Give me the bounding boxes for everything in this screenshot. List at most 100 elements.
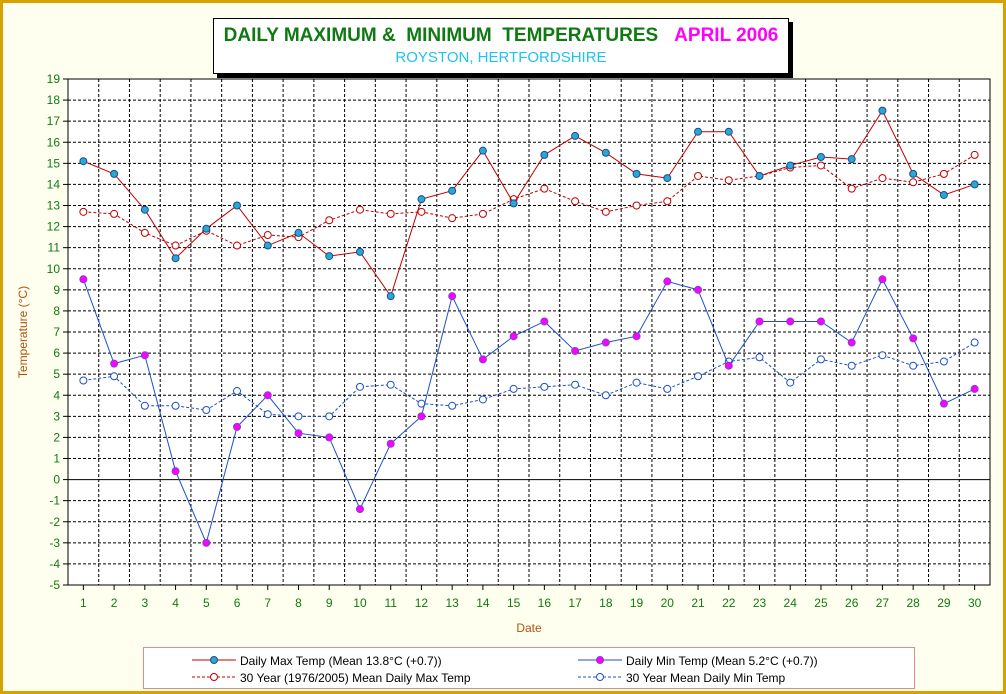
data-point	[140, 228, 149, 237]
x-tick-label: 8	[295, 596, 302, 610]
data-point	[601, 338, 610, 347]
data-point	[386, 292, 395, 301]
data-point	[263, 241, 272, 250]
y-tick-label: 9	[53, 283, 60, 297]
data-point	[448, 401, 457, 410]
data-point	[233, 241, 242, 250]
x-tick-label: 14	[476, 596, 490, 610]
x-tick-label: 1	[80, 596, 87, 610]
x-tick-label: 18	[599, 596, 613, 610]
series-2	[79, 275, 979, 547]
data-point	[386, 380, 395, 389]
chart-title: DAILY MAXIMUM & MINIMUM TEMPERATURES	[223, 25, 659, 46]
y-tick-label: 8	[53, 304, 60, 318]
data-point	[509, 332, 518, 341]
data-point	[816, 161, 825, 170]
data-point	[509, 384, 518, 393]
data-point	[171, 467, 180, 476]
data-point	[847, 184, 856, 193]
x-axis-ticks: 1 2 3 4 5 6 7 8 9 10 11 12 13 14 15 16 17 18 19 20 21 22 23 24 2…	[80, 585, 982, 610]
data-point	[970, 384, 979, 393]
data-point	[694, 285, 703, 294]
data-point	[79, 376, 88, 385]
data-point	[448, 186, 457, 195]
data-point	[571, 197, 580, 206]
data-point	[478, 146, 487, 155]
data-point	[355, 247, 364, 256]
data-point	[478, 395, 487, 404]
data-point	[939, 357, 948, 366]
x-tick-label: 4	[172, 596, 179, 610]
data-point	[448, 214, 457, 223]
data-point	[294, 228, 303, 237]
x-tick-label: 17	[568, 596, 582, 610]
data-point	[786, 317, 795, 326]
x-tick-label: 16	[538, 596, 552, 610]
data-point	[755, 353, 764, 362]
data-point	[786, 378, 795, 387]
data-point	[939, 190, 948, 199]
chart-title-line: DAILY MAXIMUM & MINIMUM TEMPERATURES APRI…	[214, 25, 788, 47]
series-line	[83, 109, 975, 298]
data-point	[478, 209, 487, 218]
data-point	[355, 382, 364, 391]
data-point	[878, 174, 887, 183]
data-point	[540, 184, 549, 193]
data-point	[816, 355, 825, 364]
y-tick-label: 2	[53, 430, 60, 444]
x-tick-label: 6	[234, 596, 241, 610]
data-point	[878, 351, 887, 360]
x-tick-label: 13	[445, 596, 459, 610]
y-tick-label: 14	[47, 177, 61, 191]
x-tick-label: 3	[141, 596, 148, 610]
data-point	[79, 207, 88, 216]
data-point	[847, 338, 856, 347]
data-point	[386, 209, 395, 218]
data-point	[970, 150, 979, 159]
data-point	[202, 406, 211, 415]
data-point	[816, 317, 825, 326]
y-tick-label: 4	[53, 388, 60, 402]
series-line	[82, 278, 975, 545]
chart-title-box: DAILY MAXIMUM & MINIMUM TEMPERATURES APRI…	[213, 18, 789, 74]
data-point	[325, 412, 334, 421]
data-point	[663, 174, 672, 183]
x-tick-label: 19	[630, 596, 644, 610]
x-tick-label: 15	[507, 596, 521, 610]
x-tick-label: 24	[784, 596, 798, 610]
data-point	[878, 106, 887, 115]
series-line	[83, 342, 975, 417]
chart-subtitle: ROYSTON, HERTFORDSHIRE	[395, 49, 607, 66]
legend-label: Daily Max Temp (Mean 13.8°C (+0.7))	[240, 654, 442, 668]
data-point	[417, 207, 426, 216]
data-point	[233, 422, 242, 431]
y-tick-label: 13	[47, 199, 61, 213]
data-point	[540, 317, 549, 326]
data-point	[325, 216, 334, 225]
data-point	[110, 209, 119, 218]
data-point	[355, 205, 364, 214]
data-point	[663, 384, 672, 393]
data-point	[970, 338, 979, 347]
legend-label: 30 Year (1976/2005) Mean Daily Max Temp	[240, 671, 471, 685]
data-point	[694, 171, 703, 180]
x-tick-label: 28	[906, 596, 920, 610]
y-tick-label: -1	[49, 494, 60, 508]
y-tick-label: 1	[53, 452, 60, 466]
x-tick-label: 29	[937, 596, 951, 610]
data-point	[847, 361, 856, 370]
x-tick-label: 23	[753, 596, 767, 610]
data-point	[386, 439, 395, 448]
data-point	[355, 505, 364, 514]
data-point	[786, 161, 795, 170]
x-tick-label: 2	[111, 596, 118, 610]
data-point	[202, 224, 211, 233]
data-point	[171, 254, 180, 263]
y-tick-label: 3	[53, 409, 60, 423]
data-point	[632, 201, 641, 210]
y-tick-label: 15	[47, 156, 61, 170]
data-point	[663, 277, 672, 286]
data-point	[478, 355, 487, 364]
